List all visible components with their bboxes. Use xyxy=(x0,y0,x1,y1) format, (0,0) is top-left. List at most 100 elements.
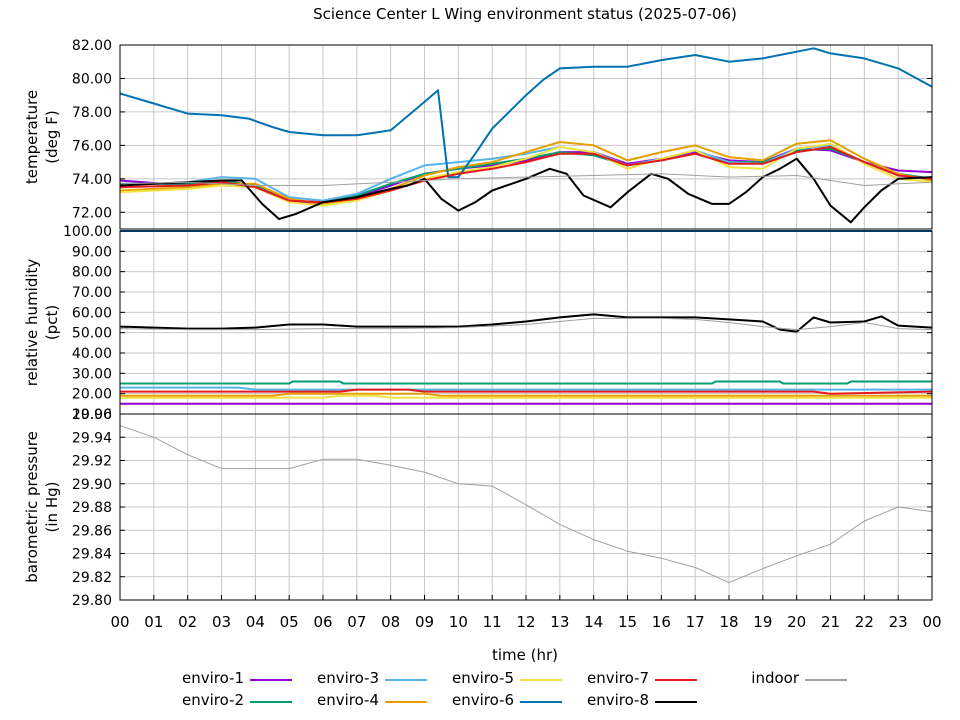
x-tick-label: 12 xyxy=(516,613,535,631)
x-tick-label: 06 xyxy=(313,613,332,631)
x-axis-label: time (hr) xyxy=(492,646,558,664)
legend-item-enviro-5: enviro-5 xyxy=(0,669,592,689)
x-tick-label: 09 xyxy=(415,613,434,631)
x-tick-label: 19 xyxy=(753,613,772,631)
legend-swatch xyxy=(655,679,697,681)
y-tick-label: 29.82 xyxy=(72,570,112,586)
y-tick-label: 29.92 xyxy=(72,454,112,470)
x-tick-label: 08 xyxy=(381,613,400,631)
y-tick-label: 60.00 xyxy=(72,305,112,321)
legend-swatch xyxy=(520,701,562,703)
y-tick-label: 70.00 xyxy=(72,285,112,301)
series-line-enviro-8 xyxy=(119,313,933,333)
legend-label: enviro-8 xyxy=(586,691,649,709)
y-tick-label: 29.88 xyxy=(72,500,112,516)
legend-swatch xyxy=(385,701,427,703)
x-tick-label: 16 xyxy=(652,613,671,631)
x-tick-label: 20 xyxy=(787,613,806,631)
x-tick-label: 17 xyxy=(686,613,705,631)
legend-label: enviro-1 xyxy=(181,669,244,687)
legend-swatch xyxy=(250,679,292,681)
y-tick-label: 76.00 xyxy=(72,138,112,154)
x-tick-label: 21 xyxy=(821,613,840,631)
y-tick-label: 29.80 xyxy=(72,593,112,609)
series-line-enviro-4 xyxy=(120,392,932,397)
panel-pressure: 29.80 29.82 29.84 29.86 29.88 29.90 29.92 29.94… xyxy=(23,407,933,609)
x-tick-label: 10 xyxy=(449,613,468,631)
y-tick-label: 20.00 xyxy=(72,387,112,403)
legend-item-enviro-8: enviro-8 xyxy=(0,691,727,711)
x-tick-label: 03 xyxy=(212,613,231,631)
y-tick-label: 50.00 xyxy=(72,326,112,342)
series-line-enviro-5 xyxy=(120,394,932,399)
legend-item-indoor: indoor xyxy=(0,669,877,689)
series-line-enviro-8 xyxy=(119,157,933,224)
y-tick-label: 80.00 xyxy=(72,71,112,87)
y-tick-label: 29.86 xyxy=(72,523,112,539)
y-tick-label: 29.94 xyxy=(72,430,112,446)
panel-temperature: 72.00 74.00 76.00 78.00 80.00 82.00 temperatur… xyxy=(23,38,933,230)
x-tick-label: 02 xyxy=(178,613,197,631)
x-tick-label: 14 xyxy=(584,613,603,631)
y-tick-label: 90.00 xyxy=(72,244,112,260)
legend-swatch xyxy=(655,701,697,703)
legend-label: enviro-3 xyxy=(316,669,379,687)
y-axis-label: barometric pressure (in Hg) xyxy=(23,431,61,583)
y-axis-label: relative humidity (pct) xyxy=(23,259,61,387)
legend-item-enviro-1: enviro-1 xyxy=(0,669,322,689)
legend-label: enviro-4 xyxy=(316,691,379,709)
series-line-indoor xyxy=(119,173,933,186)
legend-item-enviro-6: enviro-6 xyxy=(0,691,592,711)
series-line-enviro-3 xyxy=(120,386,932,391)
series-line-enviro-7 xyxy=(120,388,933,395)
series-line-enviro-7 xyxy=(119,146,933,204)
y-tick-label: 29.84 xyxy=(72,547,112,563)
legend-item-enviro-7: enviro-7 xyxy=(0,669,727,689)
y-tick-label: 100.00 xyxy=(63,224,112,240)
x-tick-label: 04 xyxy=(246,613,265,631)
x-tick-label: 07 xyxy=(347,613,366,631)
legend-item-enviro-4: enviro-4 xyxy=(0,691,457,711)
series-line-enviro-6 xyxy=(119,47,933,179)
chart-panels: 72.00 74.00 76.00 78.00 80.00 82.00 temperatur… xyxy=(23,38,942,631)
legend-swatch xyxy=(385,679,427,681)
x-tick-label: 22 xyxy=(855,613,874,631)
x-tick-label: 00 xyxy=(110,613,129,631)
y-tick-label: 30.00 xyxy=(72,366,112,382)
series-line-enviro-2 xyxy=(120,380,932,385)
legend-item-enviro-3: enviro-3 xyxy=(0,669,457,689)
x-tick-label: 18 xyxy=(719,613,738,631)
legend-label: enviro-2 xyxy=(181,691,244,709)
y-tick-label: 40.00 xyxy=(72,346,112,362)
legend-swatch xyxy=(805,679,847,681)
y-tick-label: 29.90 xyxy=(72,477,112,493)
x-tick-label: 23 xyxy=(889,613,908,631)
legend: enviro-1 enviro-3 enviro-5 enviro-7 indo… xyxy=(0,666,960,720)
y-tick-label: 74.00 xyxy=(72,172,112,188)
x-tick-label: 05 xyxy=(280,613,299,631)
y-tick-label: 82.00 xyxy=(72,38,112,54)
panel-frame xyxy=(119,44,933,230)
x-tick-label: 00 xyxy=(922,613,941,631)
y-tick-label: 72.00 xyxy=(72,205,112,221)
legend-item-enviro-2: enviro-2 xyxy=(0,691,322,711)
x-tick-label: 11 xyxy=(483,613,502,631)
y-axis-label: temperature (deg F) xyxy=(23,90,61,184)
legend-swatch xyxy=(520,679,562,681)
legend-label: indoor xyxy=(751,669,799,687)
y-tick-label: 10.00 xyxy=(72,407,112,423)
legend-swatch xyxy=(250,701,292,703)
y-tick-label: 80.00 xyxy=(72,265,112,281)
y-tick-label: 78.00 xyxy=(72,105,112,121)
chart-title: Science Center L Wing environment status… xyxy=(313,5,737,23)
series-line-enviro-4 xyxy=(119,139,933,205)
y-tick-label: 29.96 xyxy=(72,407,112,423)
legend-label: enviro-5 xyxy=(451,669,514,687)
series-line-indoor xyxy=(119,317,933,331)
series-line-indoor xyxy=(119,425,933,584)
legend-label: enviro-6 xyxy=(451,691,514,709)
series-line-enviro-5 xyxy=(119,142,933,207)
x-tick-label: 13 xyxy=(550,613,569,631)
legend-label: enviro-7 xyxy=(586,669,649,687)
